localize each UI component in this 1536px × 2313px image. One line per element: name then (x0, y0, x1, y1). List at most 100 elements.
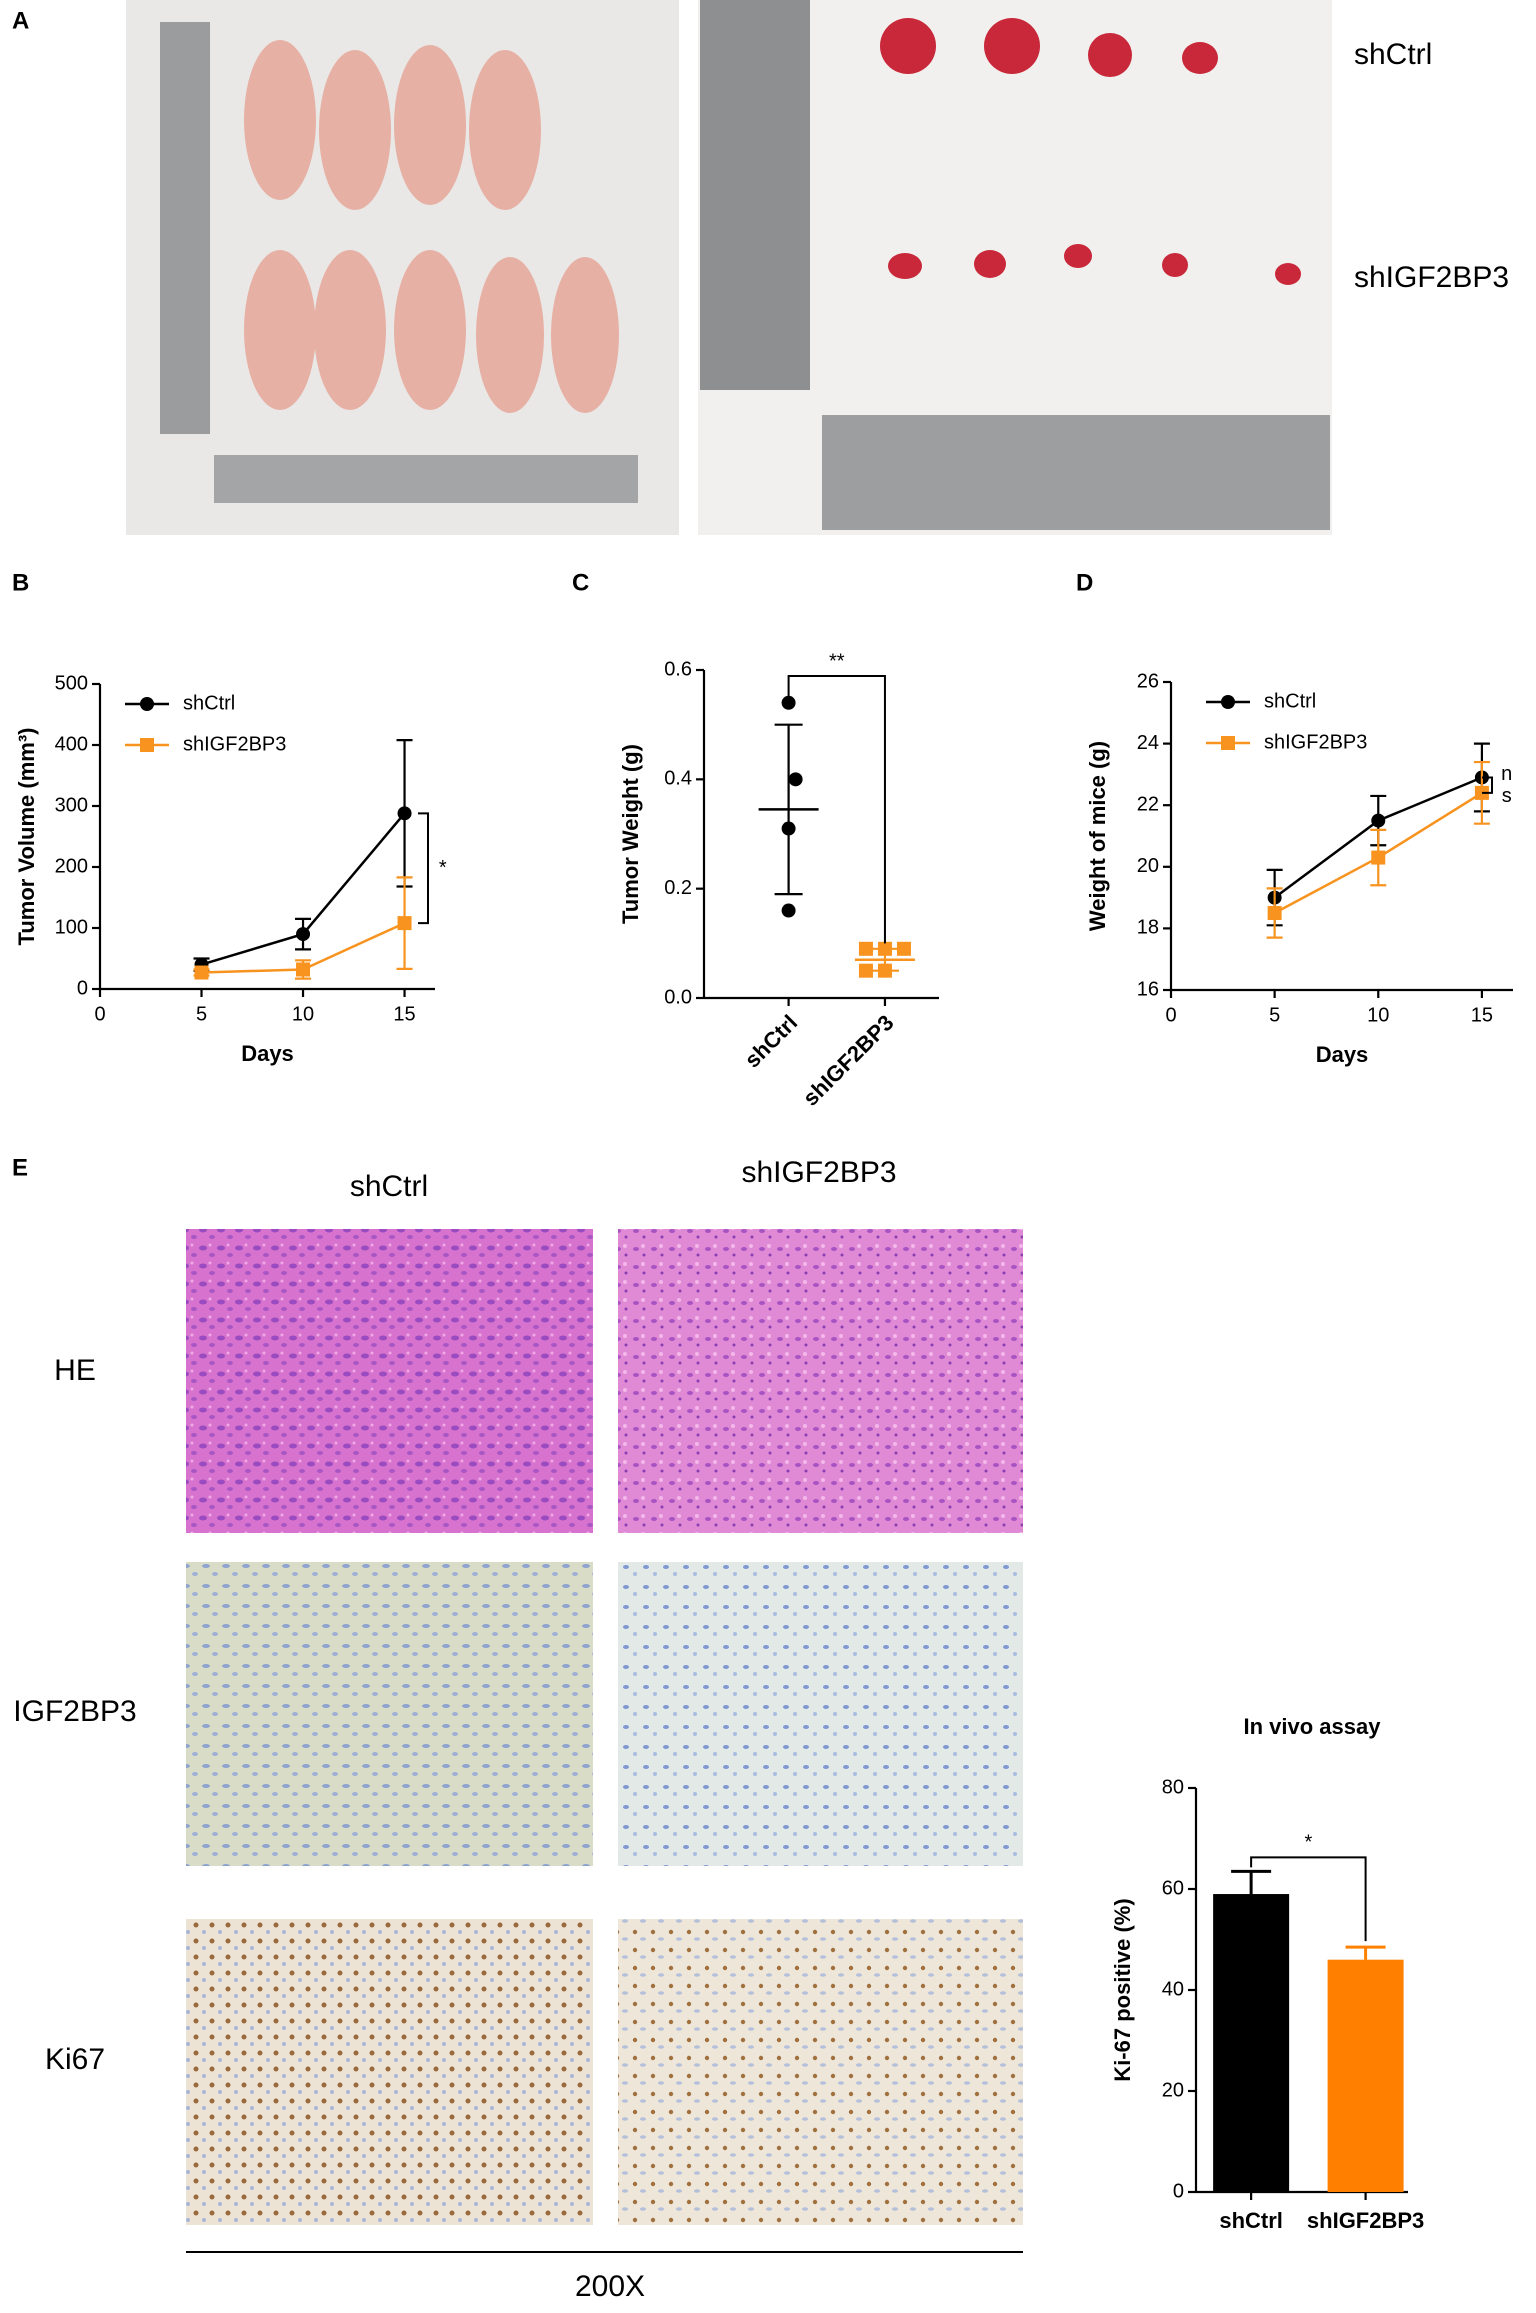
micrograph (186, 1919, 593, 2225)
marker (1474, 785, 1489, 800)
marker (397, 916, 412, 931)
y-tick-label: 22 (1137, 793, 1159, 815)
micrograph (618, 1562, 1023, 1866)
legend-label: shCtrl (1264, 690, 1316, 712)
panel-label: E (12, 1154, 28, 1181)
marker (781, 903, 796, 918)
y-tick-label: 400 (55, 733, 88, 755)
x-tick-label: 0 (1165, 1004, 1176, 1026)
tumor-photo (698, 0, 1332, 535)
x-tick-label: 10 (292, 1003, 314, 1025)
mice-photo (126, 0, 679, 535)
y-tick-label: 0 (77, 977, 88, 999)
significance-label: * (432, 857, 454, 879)
marker (140, 697, 154, 711)
legend-label: shIGF2BP3 (183, 733, 286, 755)
x-tick-label: 5 (1269, 1004, 1280, 1026)
x-tick-label: shIGF2BP3 (1307, 2208, 1424, 2233)
y-tick-label: 100 (55, 916, 88, 938)
column-label: shIGF2BP3 (741, 1156, 896, 1189)
y-axis-label: Tumor Weight (g) (618, 744, 643, 924)
row-label: Ki67 (45, 2043, 105, 2076)
y-tick-label: 0.4 (664, 768, 692, 790)
y-tick-label: 500 (55, 672, 88, 694)
marker (858, 963, 873, 978)
sd-bar (774, 723, 803, 896)
photo-label: shIGF2BP3 (1354, 261, 1509, 294)
y-tick-label: 16 (1137, 978, 1159, 1000)
bar (1213, 1894, 1290, 2192)
micrograph (186, 1229, 593, 1533)
significance-label: ns (1496, 763, 1518, 807)
bar (1327, 1959, 1404, 2192)
marker (896, 941, 911, 956)
significance-bracket (1482, 776, 1493, 794)
y-tick-label: 24 (1137, 732, 1159, 754)
marker (1371, 850, 1386, 865)
y-tick-label: 0 (1173, 2180, 1184, 2202)
y-axis-label: Weight of mice (g) (1085, 741, 1110, 931)
y-tick-label: 200 (55, 855, 88, 877)
panel-label: B (12, 569, 29, 596)
y-axis-label: Tumor Volume (mm³) (14, 728, 39, 946)
x-tick-label: shCtrl (1219, 2208, 1283, 2233)
significance-bracket (1250, 1856, 1367, 1942)
error-bar (1231, 1869, 1272, 1895)
photo-label: shCtrl (1354, 38, 1432, 71)
y-tick-label: 20 (1137, 855, 1159, 877)
legend-label: shIGF2BP3 (1264, 731, 1367, 753)
error-bar (1345, 1945, 1386, 1960)
panel-label: A (12, 7, 29, 34)
marker (877, 941, 892, 956)
micrograph (618, 1919, 1023, 2225)
micrograph (186, 1562, 593, 1866)
marker (1221, 695, 1235, 709)
panel-label: C (572, 569, 589, 596)
y-tick-label: 18 (1137, 917, 1159, 939)
x-axis-label: Days (241, 1041, 294, 1066)
y-axis-label: Ki-67 positive (%) (1110, 1898, 1135, 2081)
marker (397, 806, 412, 821)
marker (781, 821, 796, 836)
x-axis-label: Days (1316, 1042, 1369, 1067)
marker (296, 962, 311, 977)
x-tick-label: 15 (393, 1003, 415, 1025)
marker (877, 963, 892, 978)
x-tick-label: shIGF2BP3 (798, 1010, 899, 1111)
y-tick-label: 0.0 (664, 986, 692, 1008)
marker (1267, 906, 1282, 920)
marker (858, 941, 873, 956)
y-tick-label: 0.2 (664, 877, 692, 899)
marker (1371, 813, 1386, 828)
marker (296, 927, 311, 942)
y-tick-label: 20 (1162, 2079, 1184, 2101)
row-label: HE (54, 1354, 96, 1387)
significance-label: ** (829, 650, 845, 672)
x-tick-label: 5 (196, 1003, 207, 1025)
x-tick-label: shCtrl (740, 1010, 803, 1073)
micrograph (618, 1229, 1023, 1533)
panel-label: D (1076, 569, 1093, 596)
column-label: shCtrl (350, 1170, 428, 1203)
legend-label: shCtrl (183, 692, 235, 714)
y-tick-label: 80 (1162, 1776, 1184, 1798)
marker (1221, 736, 1235, 750)
y-tick-label: 26 (1137, 670, 1159, 692)
y-tick-label: 0.6 (664, 658, 692, 680)
significance-label: * (1304, 1832, 1312, 1854)
marker (140, 738, 154, 752)
marker (781, 695, 796, 710)
significance-bracket (418, 812, 429, 925)
significance-bracket (787, 675, 886, 944)
row-label: IGF2BP3 (13, 1695, 136, 1728)
x-tick-label: 15 (1471, 1004, 1493, 1026)
marker (194, 965, 209, 980)
y-tick-label: 40 (1162, 1978, 1184, 2000)
marker (788, 772, 803, 787)
x-tick-label: 0 (94, 1003, 105, 1025)
y-tick-label: 300 (55, 794, 88, 816)
chart-title: In vivo assay (1244, 1714, 1382, 1739)
magnification: 200X (575, 2270, 645, 2303)
